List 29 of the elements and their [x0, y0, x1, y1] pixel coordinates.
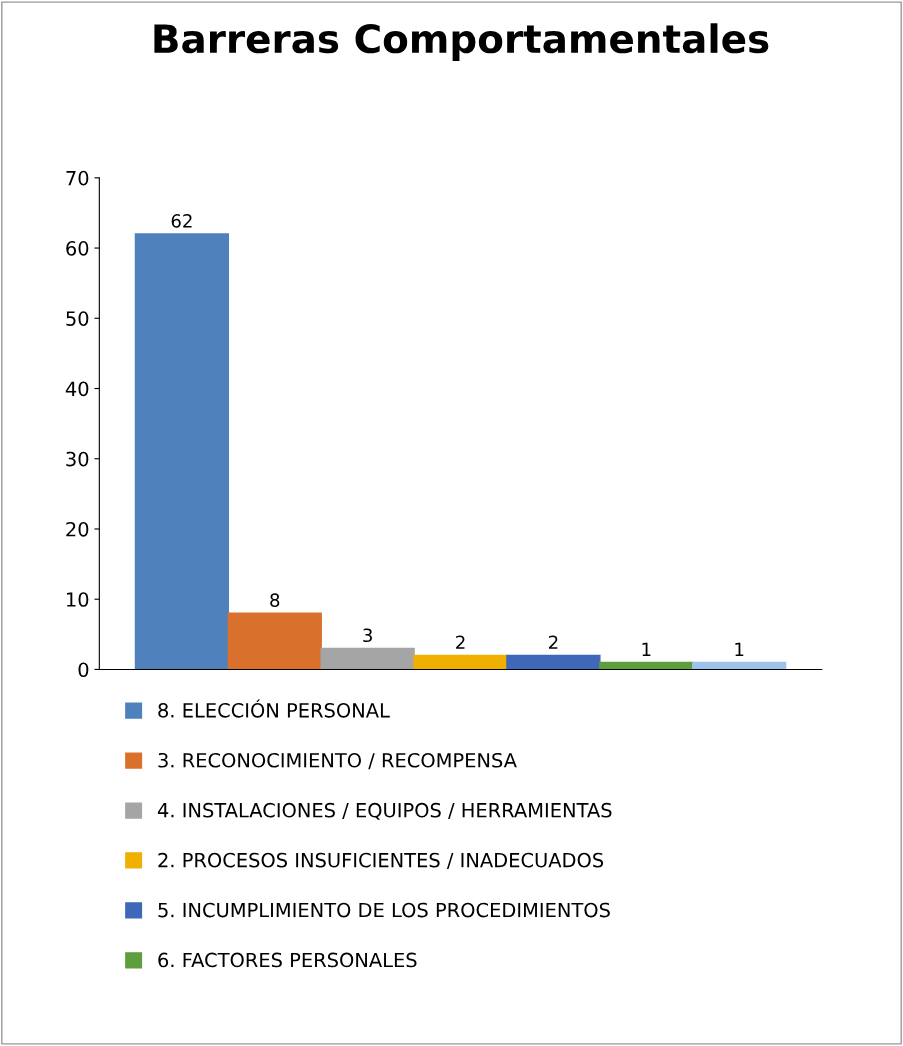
data-label: 62 — [171, 214, 192, 228]
y-tick-label: 0 — [78, 662, 89, 678]
data-label: 3 — [363, 628, 372, 643]
data-label: 1 — [735, 642, 744, 656]
data-label: 8 — [270, 593, 280, 607]
bar — [599, 661, 694, 670]
data-label: 2 — [548, 635, 558, 649]
legend-label: 5. INCUMPLIMIENTO DE LOS PROCEDIMIENTOS — [158, 902, 610, 918]
chart-title: Barreras Comportamentales — [154, 23, 769, 61]
bar — [413, 654, 508, 670]
y-tick-label: 70 — [66, 170, 89, 186]
y-tick-label: 20 — [66, 521, 89, 537]
legend-label: 3. RECONOCIMIENTO / RECOMPENSA — [158, 752, 517, 770]
legend-label: 2. PROCESOS INSUFICIENTES / INADECUADOS — [158, 852, 604, 869]
data-label: 1 — [642, 642, 651, 656]
y-tick-label: 60 — [66, 241, 89, 256]
bar — [227, 612, 322, 670]
y-tick-label: 40 — [65, 381, 89, 397]
y-tick-label: 10 — [67, 592, 89, 607]
bar — [506, 654, 601, 670]
legend-label: 4. INSTALACIONES / EQUIPOS / HERRAMIENTAS — [157, 802, 612, 820]
bar — [692, 661, 787, 670]
bar — [320, 647, 415, 670]
y-tick-label: 30 — [66, 451, 89, 467]
data-label: 2 — [456, 635, 465, 649]
legend-label: 8. ELECCIÓN PERSONAL — [158, 699, 390, 718]
legend-label: 6. FACTORES PERSONALES — [158, 952, 417, 968]
bar — [134, 233, 230, 670]
y-tick-label: 50 — [66, 311, 89, 326]
